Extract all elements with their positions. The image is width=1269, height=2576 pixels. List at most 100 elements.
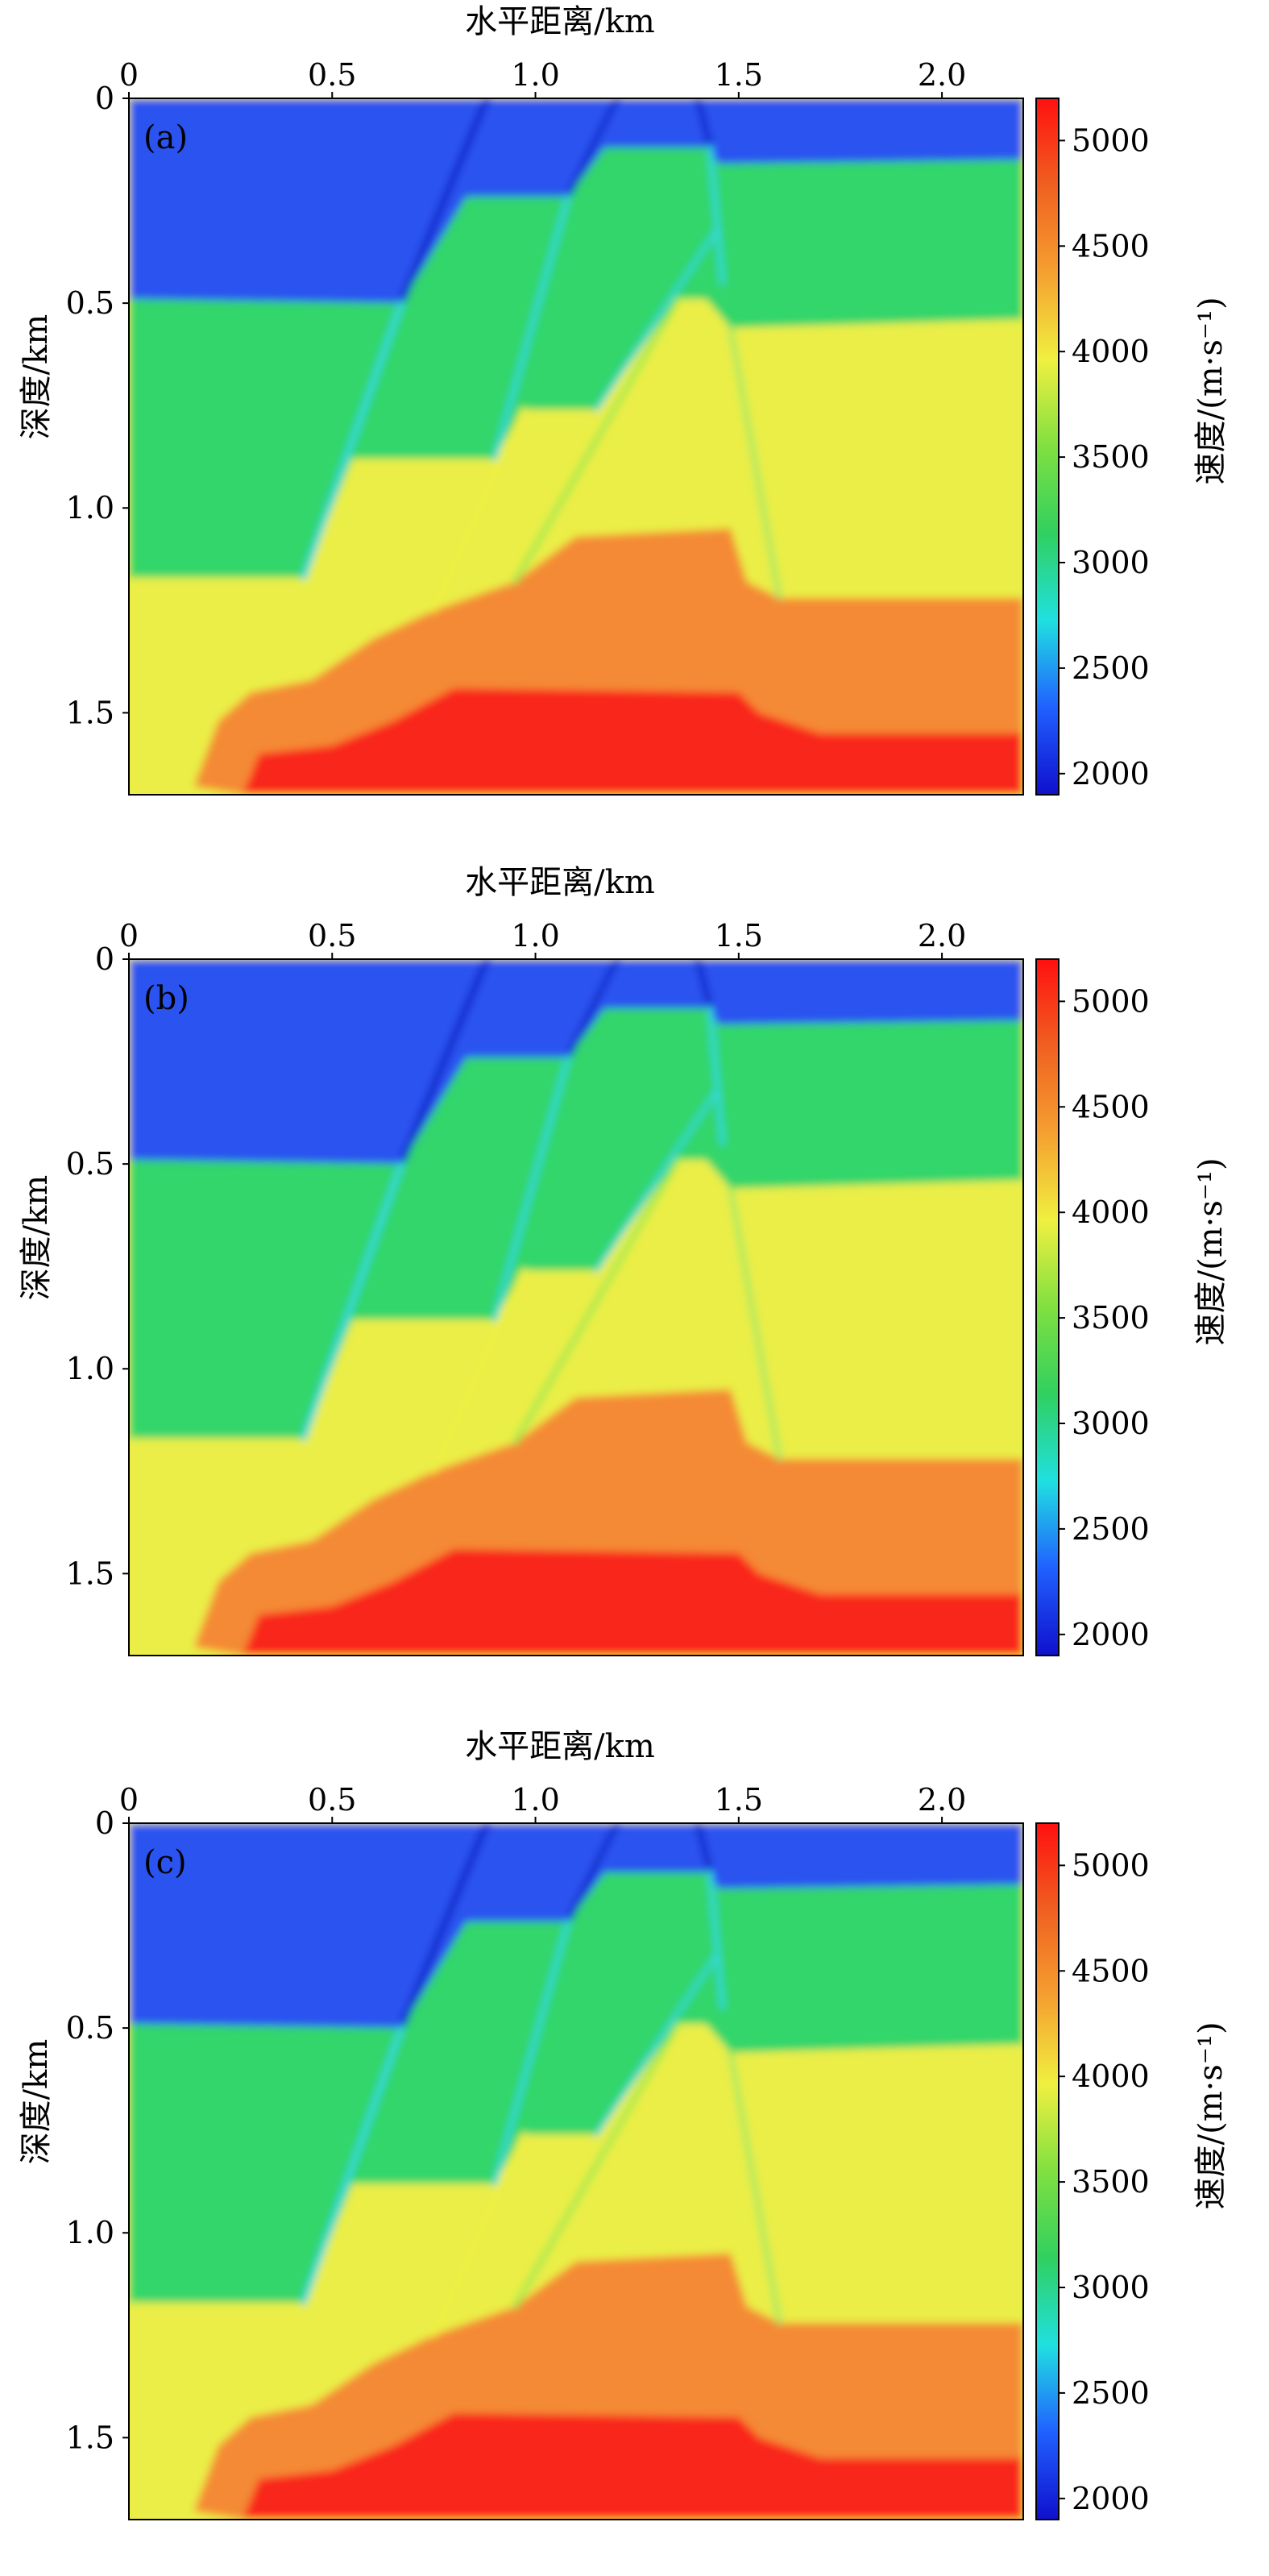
velocity-layer xyxy=(193,528,1023,795)
fault-line xyxy=(594,1092,717,1273)
colorbar-tick-label: 2500 xyxy=(1072,650,1150,686)
velocity-layer xyxy=(193,1389,1023,1656)
panel-label: (c) xyxy=(143,1844,187,1881)
colorbar-tick-label: 4000 xyxy=(1072,2059,1150,2094)
panel-label: (a) xyxy=(143,119,188,156)
fault-line xyxy=(565,98,620,200)
velocity-layer xyxy=(129,98,1023,304)
x-tick-label: 1.5 xyxy=(715,57,763,93)
y-tick-label: 0 xyxy=(95,941,114,977)
fault-line xyxy=(707,144,725,285)
fault-line xyxy=(301,300,404,581)
fault-line xyxy=(512,2021,681,2309)
velocity-layer xyxy=(129,1008,1023,1439)
y-axis-label: 深度/km xyxy=(18,1175,55,1301)
velocity-field xyxy=(129,98,1023,795)
velocity-layers xyxy=(129,959,1023,1656)
plot-frame xyxy=(128,98,1024,796)
fault-line xyxy=(431,407,526,613)
velocity-layer xyxy=(129,1160,1023,1647)
fault-line xyxy=(594,231,717,412)
fault-line xyxy=(707,1005,725,1146)
colorbar-tick-label: 5000 xyxy=(1072,123,1150,158)
velocity-layer xyxy=(243,1548,1023,1656)
colorbar-label: 速度/(m·s⁻¹) xyxy=(1192,1157,1230,1345)
fault-line xyxy=(512,297,681,584)
colorbar-tick-label: 3500 xyxy=(1072,2164,1150,2200)
colorbar-tick-label: 2000 xyxy=(1072,2481,1150,2516)
fault-line xyxy=(492,193,570,462)
fault-line xyxy=(398,98,490,307)
fault-line xyxy=(398,959,490,1168)
chart-panel-2: 0 0.5 1.0 1.5 2.0 0 0.5 1.0 1.5 水平距离/km 深度/km (c) 20… xyxy=(18,1728,1230,2520)
fault-line xyxy=(695,959,713,1012)
x-axis-label: 水平距离/km xyxy=(465,3,655,40)
fault-line xyxy=(695,98,713,151)
colorbar-tick-label: 3500 xyxy=(1072,1300,1150,1336)
plot-frame xyxy=(128,1822,1024,2520)
colorbar-tick-label: 3000 xyxy=(1072,1406,1150,1441)
fault-line xyxy=(431,2132,526,2338)
x-axis-label: 水平距离/km xyxy=(465,864,655,901)
colorbar-tick-label: 4500 xyxy=(1072,1089,1150,1124)
x-tick-label: 2.0 xyxy=(918,1782,966,1818)
velocity-layer xyxy=(193,2253,1023,2520)
panel-label: (b) xyxy=(143,980,189,1017)
plot-frame xyxy=(128,958,1024,1656)
velocity-field xyxy=(129,959,1023,1656)
y-tick-label: 0.5 xyxy=(66,1146,114,1182)
colorbar-tick-label: 4000 xyxy=(1072,334,1150,369)
fault-line xyxy=(301,1161,404,1442)
velocity-layer xyxy=(129,1823,1023,2029)
velocity-layers xyxy=(129,1823,1023,2520)
chart-panel-1: 0 0.5 1.0 1.5 2.0 0 0.5 1.0 1.5 水平距离/km 深度/km (b) 20… xyxy=(18,864,1230,1656)
x-tick-label: 0 xyxy=(119,57,139,93)
fault-line xyxy=(492,1918,570,2187)
y-tick-label: 0 xyxy=(95,1805,114,1841)
colorbar-label: 速度/(m·s⁻¹) xyxy=(1192,297,1230,484)
colorbar-tick-label: 4000 xyxy=(1072,1195,1150,1230)
colorbar-tick-label: 3500 xyxy=(1072,439,1150,475)
y-tick-label: 1.5 xyxy=(66,695,114,730)
velocity-layer xyxy=(243,688,1023,795)
fault-line xyxy=(594,1956,717,2137)
x-tick-label: 0.5 xyxy=(308,57,356,93)
colorbar-tick-label: 2000 xyxy=(1072,756,1150,791)
fault-line xyxy=(431,1268,526,1474)
fault-line xyxy=(492,1054,570,1323)
y-tick-label: 1.0 xyxy=(66,1351,114,1386)
colorbar-scale xyxy=(1035,98,1060,796)
x-tick-label: 1.5 xyxy=(715,918,763,954)
y-tick-label: 0.5 xyxy=(66,285,114,321)
x-tick-label: 0 xyxy=(119,918,139,954)
colorbar-tick-label: 2500 xyxy=(1072,1511,1150,1547)
colorbar-tick-label: 4500 xyxy=(1072,1953,1150,1988)
x-tick-label: 0 xyxy=(119,1782,139,1818)
colorbar-tick-label: 5000 xyxy=(1072,1847,1150,1883)
colorbar: 2000 2500 3000 3500 4000 4500 5000 速度/(m·s⁻¹) xyxy=(1035,1822,1230,2520)
chart-panel-0: 0 0.5 1.0 1.5 2.0 0 0.5 1.0 1.5 水平距离/km 深度/km (a) 20… xyxy=(18,3,1230,796)
fault-line xyxy=(728,2050,782,2325)
velocity-layer xyxy=(129,2024,1023,2512)
velocity-layer xyxy=(129,147,1023,578)
fault-line xyxy=(565,1823,620,1925)
colorbar-scale xyxy=(1035,958,1060,1656)
y-tick-label: 1.0 xyxy=(66,2215,114,2250)
fault-line xyxy=(512,1157,681,1445)
fault-line xyxy=(728,1186,782,1461)
x-tick-label: 0.5 xyxy=(308,918,356,954)
fault-line xyxy=(565,959,620,1061)
x-tick-label: 2.0 xyxy=(918,918,966,954)
velocity-layer xyxy=(129,959,1023,1165)
colorbar-tick-label: 2500 xyxy=(1072,2375,1150,2411)
velocity-layers xyxy=(129,98,1023,795)
x-tick-label: 2.0 xyxy=(918,57,966,93)
colorbar: 2000 2500 3000 3500 4000 4500 5000 速度/(m·s⁻¹) xyxy=(1035,958,1230,1656)
fault-line xyxy=(707,1869,725,2010)
x-tick-label: 1.0 xyxy=(511,918,559,954)
velocity-layer xyxy=(129,299,1023,787)
velocity-layer xyxy=(243,2412,1023,2520)
y-tick-label: 1.0 xyxy=(66,490,114,526)
colorbar-tick-label: 4500 xyxy=(1072,228,1150,264)
